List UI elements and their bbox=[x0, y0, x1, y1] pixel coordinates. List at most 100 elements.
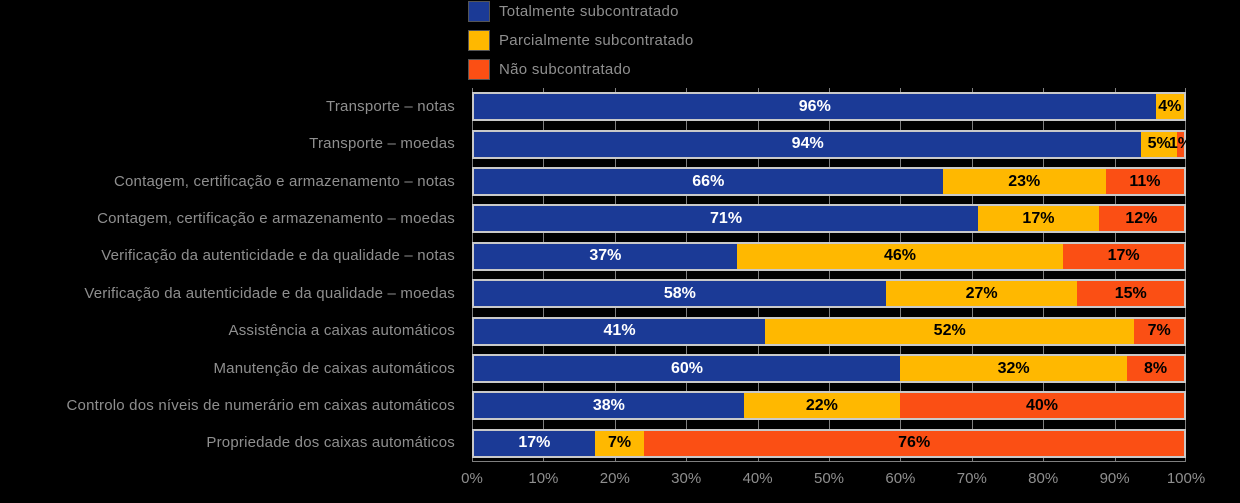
segment-value-label: 60% bbox=[670, 359, 704, 377]
bar-segment: 17% bbox=[1063, 243, 1184, 269]
segment-value-label: 52% bbox=[933, 322, 966, 340]
segment-value-label: 7% bbox=[1147, 322, 1171, 340]
gridline bbox=[686, 88, 688, 461]
bar-segment: 23% bbox=[942, 169, 1106, 194]
legend-label: Não subcontratado bbox=[499, 61, 631, 78]
segment-value-label: 66% bbox=[692, 172, 725, 190]
gridline bbox=[543, 88, 545, 461]
x-tick-label: 70% bbox=[956, 470, 987, 487]
segment-value-label: 4% bbox=[1158, 97, 1182, 115]
segment-value-label: 5% bbox=[1147, 135, 1171, 153]
x-tick-label: 40% bbox=[742, 470, 773, 487]
stacked-bar: 60% 32% 8% bbox=[472, 354, 1186, 383]
legend-swatch-icon bbox=[468, 1, 490, 22]
segment-value-label: 8% bbox=[1144, 359, 1168, 377]
bar-segment: 41% bbox=[474, 318, 766, 344]
segment-value-label: 76% bbox=[898, 434, 931, 452]
gridline bbox=[971, 88, 973, 461]
segment-value-label: 27% bbox=[965, 284, 998, 302]
gridline bbox=[1114, 88, 1116, 461]
bar-segment: 46% bbox=[736, 243, 1064, 269]
stacked-bar: 37% 46% 17% bbox=[472, 241, 1186, 271]
stacked-bar: 96% 4% bbox=[472, 92, 1186, 122]
segment-value-label: 7% bbox=[607, 434, 632, 452]
stacked-bar: 41% 52% 7% bbox=[472, 316, 1186, 346]
legend-item: Não subcontratado bbox=[468, 59, 631, 80]
bar-segment: 37% bbox=[474, 243, 737, 269]
segment-value-label: 58% bbox=[663, 284, 696, 302]
bar-segment: 7% bbox=[594, 430, 645, 456]
x-tick-label: 0% bbox=[461, 470, 483, 487]
bar-segment: 60% bbox=[474, 356, 900, 381]
stacked-bar: 94% 5% 1% bbox=[472, 129, 1192, 159]
segment-value-label: 46% bbox=[883, 247, 916, 265]
x-tick-label: 50% bbox=[813, 470, 845, 487]
bar-segment: 76% bbox=[644, 430, 1184, 456]
stacked-bar: 66% 23% 11% bbox=[472, 167, 1186, 196]
gridline bbox=[472, 88, 473, 461]
gridline bbox=[900, 88, 902, 461]
gridline bbox=[757, 88, 759, 461]
gridline bbox=[1043, 88, 1045, 461]
stacked-bar: 71% 17% 12% bbox=[472, 204, 1186, 234]
legend-item: Parcialmente subcontratado bbox=[468, 30, 694, 51]
segment-value-label: 40% bbox=[1025, 396, 1058, 414]
x-tick-label: 20% bbox=[599, 470, 630, 487]
legend-label: Parcialmente subcontratado bbox=[499, 32, 694, 49]
bar-segment: 17% bbox=[474, 430, 595, 456]
segment-value-label: 17% bbox=[1022, 209, 1055, 227]
bar-segment: 5% bbox=[1141, 131, 1177, 157]
segment-value-label: 71% bbox=[710, 209, 743, 227]
bar-segment: 22% bbox=[743, 393, 900, 419]
category-label: Assistência a caixas automáticos bbox=[228, 322, 455, 340]
category-label: Controlo dos níveis de numerário em caix… bbox=[66, 397, 455, 414]
segment-value-label: 37% bbox=[589, 247, 622, 265]
bar-segment: 27% bbox=[885, 281, 1078, 307]
category-label: Transporte – moedas bbox=[309, 135, 455, 153]
stacked-bar: 58% 27% 15% bbox=[472, 279, 1186, 309]
category-label: Verificação da autenticidade e da qualid… bbox=[101, 247, 455, 265]
bar-segment: 94% bbox=[474, 131, 1142, 157]
x-tick-label: 80% bbox=[1028, 470, 1059, 487]
segment-value-label: 1% bbox=[1168, 135, 1192, 153]
segment-value-label: 15% bbox=[1114, 284, 1147, 302]
legend-item: Totalmente subcontratado bbox=[468, 1, 679, 22]
plot-area: 96% 4% 94% 5% 1% 66% 23% 11% 71% 17% 12% 37% 46% 17% 5… bbox=[472, 88, 1192, 462]
segment-value-label: 38% bbox=[592, 396, 625, 414]
segment-value-label: 17% bbox=[1107, 247, 1140, 265]
legend-label: Totalmente subcontratado bbox=[499, 3, 679, 20]
bar-segment: 58% bbox=[474, 281, 886, 307]
segment-value-label: 11% bbox=[1129, 172, 1161, 190]
category-label: Verificação da autenticidade e da qualid… bbox=[84, 284, 455, 302]
gridline bbox=[1185, 88, 1186, 461]
bar-segment: 11% bbox=[1105, 169, 1184, 194]
legend-swatch-icon bbox=[468, 30, 490, 51]
bar-segment: 71% bbox=[474, 206, 979, 232]
x-tick-label: 60% bbox=[885, 470, 916, 487]
bar-segment: 40% bbox=[899, 393, 1184, 419]
x-tick-label: 100% bbox=[1166, 470, 1206, 487]
bar-segment: 1% bbox=[1169, 131, 1192, 157]
category-label: Transporte – notas bbox=[326, 97, 455, 115]
gridline bbox=[614, 88, 616, 461]
bar-segment: 12% bbox=[1098, 206, 1184, 232]
segment-value-label: 23% bbox=[1008, 172, 1041, 190]
bar-segment: 96% bbox=[474, 94, 1156, 120]
segment-value-label: 17% bbox=[518, 434, 551, 452]
x-tick-label: 90% bbox=[1099, 470, 1130, 487]
legend-swatch-icon bbox=[468, 59, 490, 80]
segment-value-label: 96% bbox=[798, 97, 831, 115]
bar-segment: 66% bbox=[474, 169, 943, 194]
category-label: Manutenção de caixas automáticos bbox=[213, 359, 455, 377]
category-label: Contagem, certificação e armazenamento –… bbox=[113, 172, 455, 190]
x-tick-label: 30% bbox=[671, 470, 702, 487]
bar-segment: 38% bbox=[474, 393, 744, 419]
gridline bbox=[829, 88, 830, 461]
bar-segment: 15% bbox=[1077, 281, 1184, 307]
stacked-bar: 38% 22% 40% bbox=[472, 391, 1186, 421]
bar-segment: 7% bbox=[1134, 318, 1184, 344]
bar-segment: 8% bbox=[1127, 356, 1184, 381]
bar-segment: 52% bbox=[765, 318, 1135, 344]
category-label: Contagem, certificação e armazenamento –… bbox=[97, 210, 455, 227]
